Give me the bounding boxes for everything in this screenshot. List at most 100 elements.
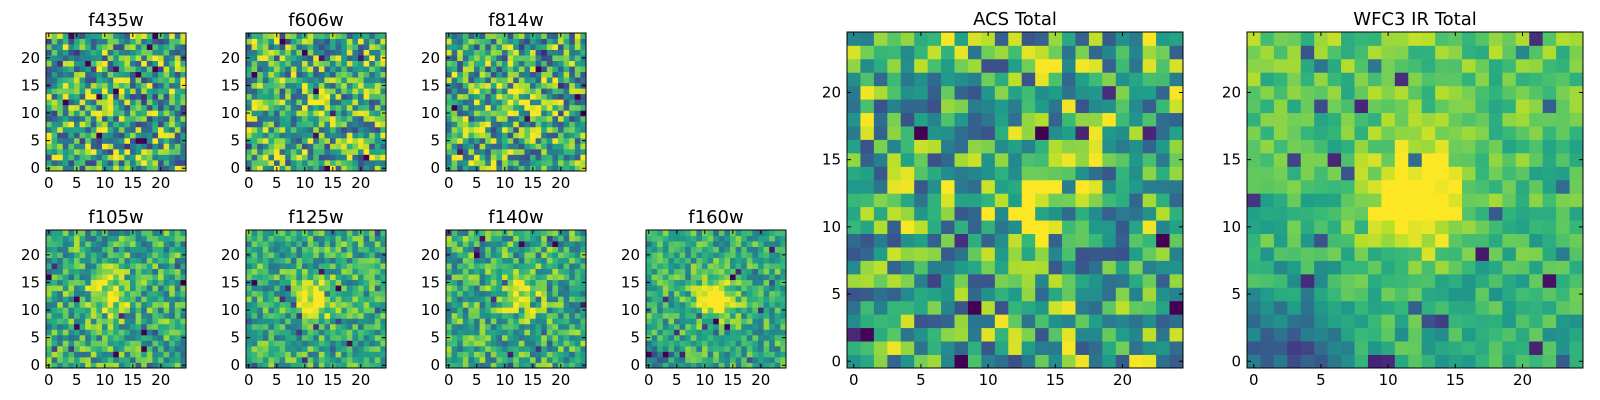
pixel <box>446 93 452 100</box>
pixel <box>518 82 525 89</box>
pixel <box>169 241 176 247</box>
pixel <box>68 148 75 155</box>
pixel <box>541 137 548 144</box>
pixel <box>96 362 103 369</box>
pixel <box>262 351 269 358</box>
pixel <box>485 44 492 50</box>
pixel <box>914 193 929 208</box>
pixel <box>524 312 531 319</box>
pixel <box>341 55 348 61</box>
pixel <box>330 279 336 286</box>
pixel <box>130 137 136 144</box>
pixel <box>324 33 331 39</box>
pixel <box>541 290 548 297</box>
pixel <box>169 66 176 73</box>
pixel <box>85 307 92 314</box>
pixel <box>251 345 258 352</box>
pixel <box>451 329 458 336</box>
pixel <box>335 323 342 330</box>
pixel <box>1062 220 1076 234</box>
pixel <box>524 274 531 281</box>
pixel <box>335 110 342 117</box>
pixel <box>146 159 153 166</box>
pixel <box>451 340 458 347</box>
pixel <box>352 38 359 45</box>
pixel <box>358 329 364 336</box>
pixel <box>535 104 542 111</box>
pixel <box>113 246 120 253</box>
pixel <box>352 143 359 150</box>
pixel <box>135 88 142 95</box>
pixel <box>130 241 136 247</box>
pixel <box>485 235 492 242</box>
pixel <box>518 121 525 128</box>
pixel <box>1008 179 1023 194</box>
pixel <box>1102 233 1117 248</box>
pixel <box>163 132 170 139</box>
pixel <box>496 340 503 347</box>
pixel <box>507 351 514 358</box>
pixel <box>674 351 680 358</box>
pixel <box>496 49 503 56</box>
pixel <box>290 318 297 325</box>
pixel <box>558 110 564 117</box>
pixel <box>446 60 452 67</box>
pixel <box>152 99 159 106</box>
pixel <box>135 268 142 275</box>
pixel <box>485 104 492 111</box>
pixel <box>380 230 387 236</box>
pixel <box>124 301 131 308</box>
pixel <box>1169 233 1184 248</box>
pixel <box>268 323 275 330</box>
pixel <box>769 356 776 363</box>
pixel <box>107 356 114 363</box>
pixel <box>580 143 587 150</box>
pixel <box>51 334 58 341</box>
pixel <box>302 154 308 161</box>
pixel <box>85 356 92 363</box>
pixel <box>257 351 264 358</box>
pixel <box>994 354 1009 369</box>
pixel <box>169 115 176 122</box>
pixel <box>457 38 464 45</box>
pixel <box>374 274 381 281</box>
pixel <box>462 318 469 325</box>
pixel <box>135 334 142 341</box>
pixel <box>563 241 570 247</box>
pixel <box>279 296 286 303</box>
pixel <box>713 279 720 286</box>
pixel <box>569 334 576 341</box>
pixel <box>262 159 269 166</box>
pixel <box>702 334 708 341</box>
pixel <box>346 44 353 50</box>
pixel <box>752 323 759 330</box>
pixel <box>174 252 181 258</box>
pixel <box>118 329 125 336</box>
panel-title: f105w <box>88 207 143 228</box>
pixel <box>180 126 187 133</box>
pixel <box>1129 260 1144 275</box>
pixel <box>62 71 69 78</box>
pixel <box>296 110 303 117</box>
pixel <box>1169 300 1184 315</box>
pixel <box>535 165 542 172</box>
pixel <box>967 220 982 234</box>
pixel <box>152 55 159 61</box>
pixel <box>380 246 387 253</box>
pixel <box>262 279 269 286</box>
pixel <box>158 279 164 286</box>
pixel <box>574 165 581 172</box>
pixel <box>352 165 359 172</box>
pixel <box>718 230 725 236</box>
pixel <box>174 285 181 292</box>
pixel <box>685 241 692 247</box>
pixel <box>535 356 542 363</box>
pixel <box>707 290 714 297</box>
pixel <box>513 121 520 128</box>
pixel <box>657 312 664 319</box>
pixel <box>158 246 164 253</box>
pixel <box>118 143 125 150</box>
pixel <box>847 193 861 208</box>
pixel <box>927 327 942 342</box>
pixel <box>302 274 308 281</box>
